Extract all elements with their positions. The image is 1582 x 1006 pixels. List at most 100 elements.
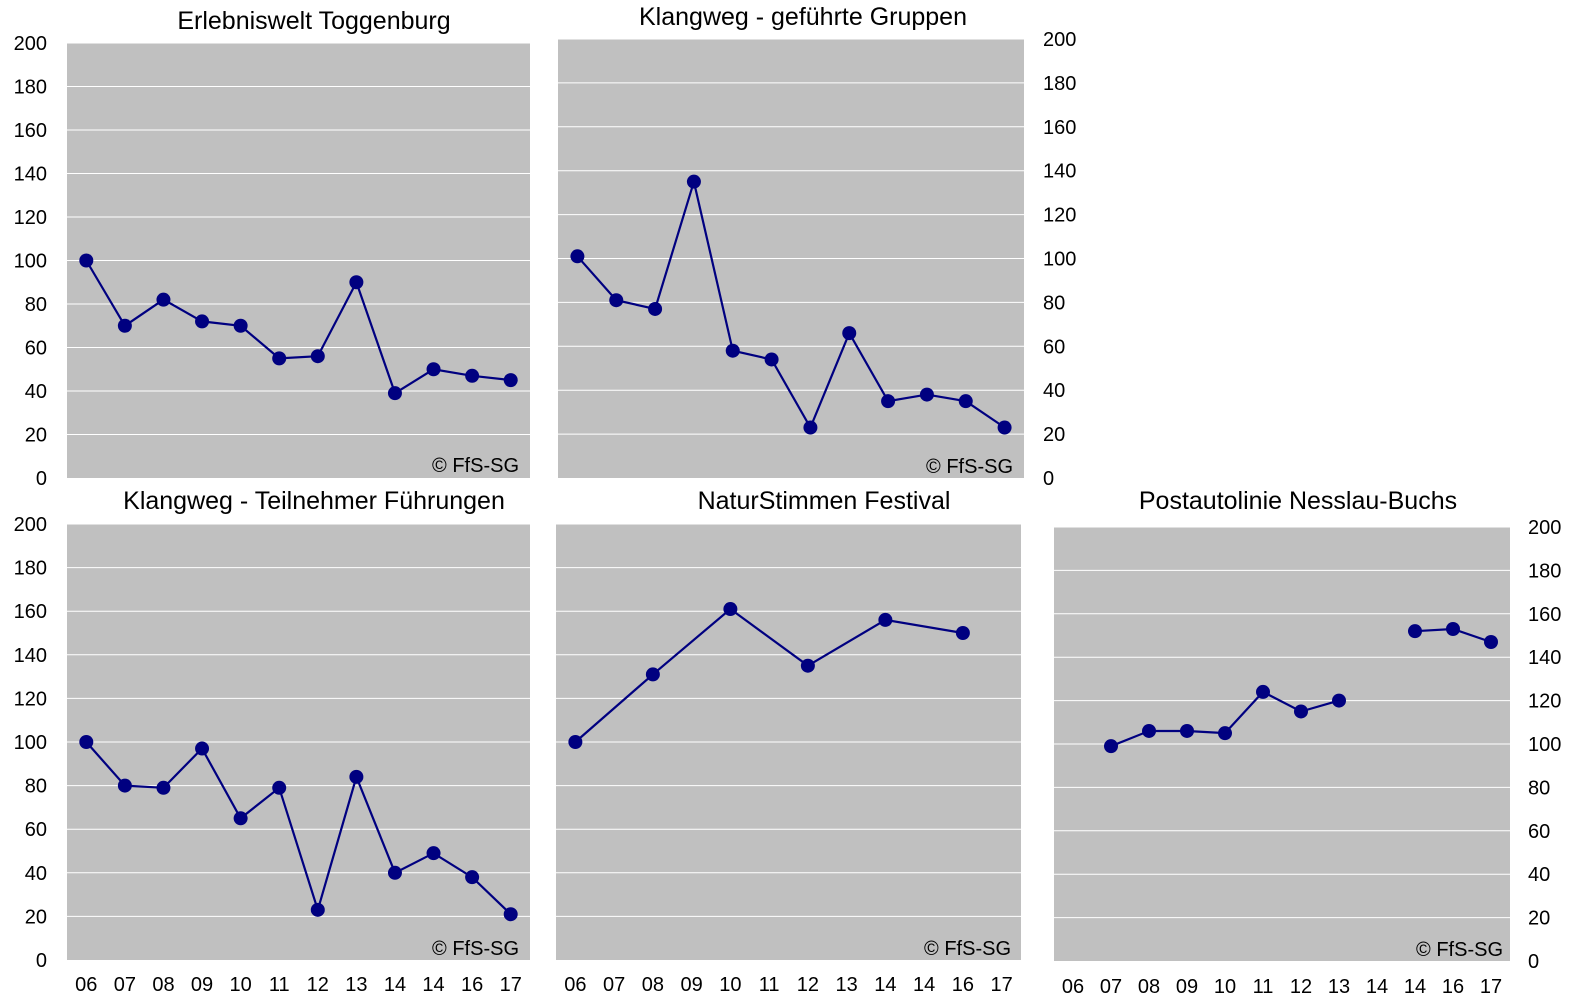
y-tick-label: 120 (1528, 691, 1561, 713)
y-tick-label: 0 (36, 468, 47, 490)
data-point (919, 387, 934, 402)
x-tick-label: 10 (719, 974, 741, 996)
y-tick-label: 60 (1528, 821, 1550, 843)
x-tick-label: 10 (230, 974, 252, 996)
data-point (195, 741, 210, 756)
data-point (1256, 684, 1270, 699)
copyright-annotation: © FfS-SG (924, 938, 1011, 960)
data-point (1104, 739, 1118, 754)
x-tick-label: 16 (952, 974, 974, 996)
x-tick-label: 08 (642, 974, 664, 996)
y-tick-label: 200 (1043, 29, 1076, 51)
data-point (1142, 723, 1156, 738)
data-point (955, 626, 970, 640)
data-point (426, 362, 441, 377)
y-tick-label: 20 (25, 906, 47, 928)
data-point (764, 352, 779, 367)
y-tick-label: 180 (14, 77, 47, 99)
x-tick-label: 16 (461, 974, 483, 996)
data-point (1218, 726, 1232, 741)
y-tick-label: 60 (25, 819, 47, 841)
x-tick-label: 12 (307, 974, 329, 996)
x-tick-label: 16 (1442, 976, 1464, 998)
data-point (503, 373, 518, 388)
data-point (310, 349, 325, 364)
y-tick-label: 80 (25, 294, 47, 316)
data-point (1294, 704, 1308, 719)
x-tick-label: 06 (1062, 976, 1084, 998)
data-point (1332, 693, 1346, 708)
y-tick-label: 100 (1043, 249, 1076, 271)
x-tick-label: 08 (152, 974, 174, 996)
data-point (272, 351, 287, 366)
y-tick-label: 80 (1528, 777, 1550, 799)
chart-title: Klangweg - geführte Gruppen (639, 3, 967, 31)
x-tick-label: 14 (1366, 976, 1388, 998)
y-tick-label: 80 (1043, 292, 1065, 314)
y-tick-label: 20 (1528, 908, 1550, 930)
data-point (803, 420, 818, 435)
data-point (800, 658, 815, 673)
x-tick-label: 13 (345, 974, 367, 996)
data-point (387, 386, 402, 401)
x-tick-label: 14 (422, 974, 444, 996)
y-tick-label: 160 (14, 601, 47, 623)
data-point (570, 249, 585, 264)
y-tick-label: 60 (25, 338, 47, 360)
chart-title: Postautolinie Nesslau-Buchs (1139, 487, 1457, 515)
x-tick-label: 11 (759, 974, 780, 996)
y-tick-label: 140 (1043, 161, 1076, 183)
data-point (310, 902, 325, 917)
y-tick-label: 140 (14, 645, 47, 667)
x-tick-label: 07 (1100, 976, 1122, 998)
x-tick-label: 11 (1253, 976, 1274, 998)
chart-panel-5: Postautolinie Nesslau-Buchs 0 20 40 60 80 100 1… (1054, 487, 1561, 998)
data-point (465, 870, 480, 885)
x-tick-label: 09 (191, 974, 213, 996)
copyright-annotation: © FfS-SG (926, 456, 1013, 478)
data-point (426, 846, 441, 861)
y-tick-label: 80 (25, 776, 47, 798)
data-point (465, 368, 480, 383)
chart-panel-2: Klangweg - geführte Gruppen 0 20 40 60 80 100 1… (558, 3, 1076, 490)
y-tick-label: 0 (1043, 468, 1054, 490)
data-point (881, 394, 896, 409)
data-point (725, 343, 740, 358)
data-point (609, 293, 624, 308)
y-tick-label: 40 (1528, 864, 1550, 886)
y-tick-label: 160 (1528, 604, 1561, 626)
x-tick-label: 14 (1404, 976, 1426, 998)
data-point (117, 318, 132, 333)
data-point (842, 326, 857, 341)
data-point (272, 780, 287, 795)
y-tick-label: 140 (1528, 647, 1561, 669)
x-tick-label: 06 (75, 974, 97, 996)
y-tick-label: 40 (1043, 380, 1065, 402)
data-point (686, 174, 701, 189)
y-tick-label: 120 (14, 688, 47, 710)
y-tick-label: 160 (1043, 117, 1076, 139)
y-tick-label: 0 (1528, 951, 1539, 973)
y-tick-label: 160 (14, 120, 47, 142)
y-tick-label: 60 (1043, 336, 1065, 358)
y-tick-label: 180 (1043, 73, 1076, 95)
data-point (1180, 723, 1194, 738)
x-tick-label: 14 (913, 974, 935, 996)
y-tick-label: 200 (1528, 517, 1561, 539)
x-tick-label: 12 (797, 974, 819, 996)
y-tick-label: 200 (14, 514, 47, 536)
data-point (79, 735, 94, 749)
data-point (878, 612, 893, 627)
chart-panel-3: Klangweg - Teilnehmer Führungen 0 20 40 60 80… (14, 487, 530, 996)
x-tick-label: 13 (1328, 976, 1350, 998)
x-tick-label: 06 (564, 974, 586, 996)
data-point (1484, 635, 1498, 650)
data-point (349, 275, 364, 290)
x-tick-label: 07 (114, 974, 136, 996)
data-point (1446, 621, 1460, 636)
x-tick-label: 14 (384, 974, 406, 996)
data-point (117, 778, 132, 793)
data-point (723, 602, 738, 617)
data-point (958, 394, 973, 409)
